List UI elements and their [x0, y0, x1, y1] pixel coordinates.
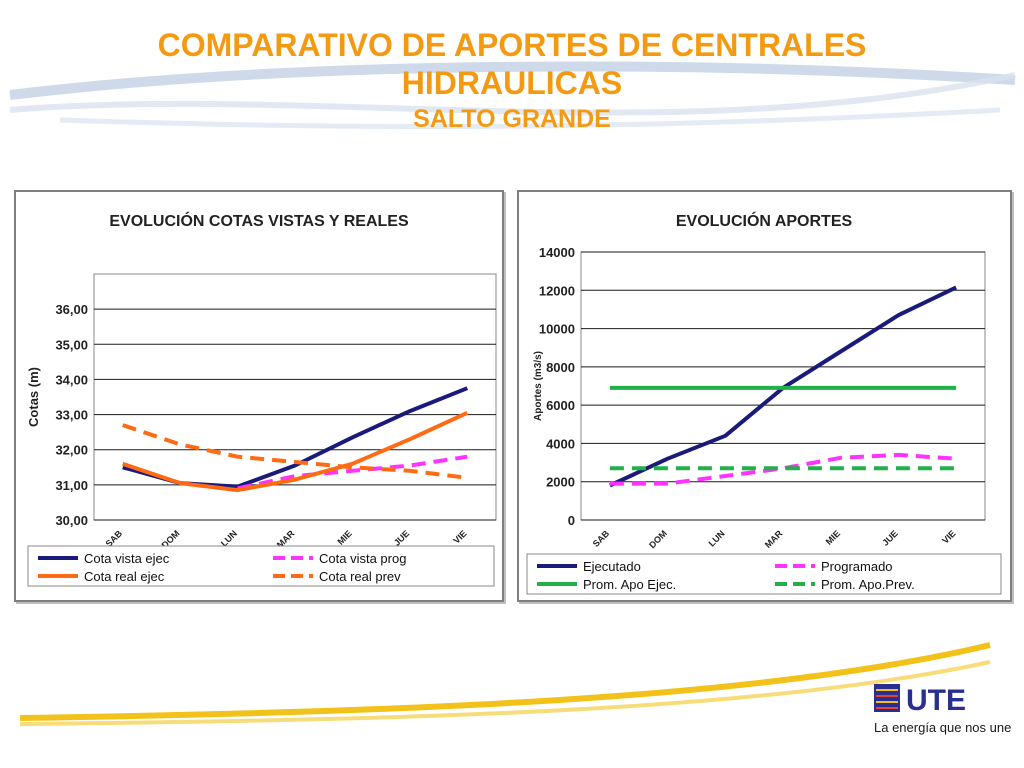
y-tick-label: 34,00: [55, 372, 88, 387]
y-tick-label: 10000: [539, 322, 575, 337]
x-tick-label: MAR: [763, 528, 785, 550]
x-tick-label: LUN: [219, 528, 239, 548]
y-axis-label: Cotas (m): [26, 367, 41, 427]
logo-text: UTE: [906, 684, 966, 717]
y-tick-label: 32,00: [55, 443, 88, 458]
y-tick-label: 2000: [546, 475, 575, 490]
legend-label: Cota real prev: [319, 569, 401, 584]
chart-cotas-panel: EVOLUCIÓN COTAS VISTAS Y REALES 30,00 31,0…: [14, 190, 504, 602]
legend-label: Cota vista ejec: [84, 551, 170, 566]
chart-cotas: EVOLUCIÓN COTAS VISTAS Y REALES 30,00 31,0…: [26, 211, 497, 587]
legend-label: Cota vista prog: [319, 551, 406, 566]
y-tick-label: 8000: [546, 360, 575, 375]
legend-label: Cota real ejec: [84, 569, 165, 584]
title-line-1: COMPARATIVO DE APORTES DE CENTRALES: [157, 27, 867, 63]
series-line-1: [609, 452, 957, 486]
logo-slogan: La energía que nos une: [874, 720, 1012, 735]
legend-label: Ejecutado: [583, 559, 641, 574]
y-tick-label: 35,00: [55, 337, 88, 352]
series-line-3: [122, 423, 468, 480]
y-tick-label: 30,00: [55, 513, 88, 528]
x-tick-label: MIE: [824, 528, 842, 546]
chart-title: EVOLUCIÓN COTAS VISTAS Y REALES: [109, 211, 409, 230]
y-tick-label: 14000: [539, 245, 575, 260]
x-tick-label: DOM: [647, 528, 669, 550]
x-tick-label: MIE: [335, 528, 353, 546]
y-tick-label: 4000: [546, 436, 575, 451]
y-tick-label: 31,00: [55, 478, 88, 493]
title-line-2: HIDRAULICAS: [401, 65, 623, 101]
legend-label: Prom. Apo Ejec.: [583, 577, 676, 592]
x-tick-label: SAB: [591, 528, 612, 549]
y-tick-label: 12000: [539, 283, 575, 298]
x-tick-label: JUE: [392, 528, 411, 547]
chart-title: EVOLUCIÓN APORTES: [676, 211, 853, 230]
plot-area: [93, 273, 497, 521]
x-tick-label: LUN: [707, 528, 727, 548]
series-line-2: [122, 410, 469, 493]
y-tick-label: 0: [568, 513, 575, 528]
legend-label: Prom. Apo.Prev.: [821, 577, 915, 592]
legend: [27, 545, 495, 587]
legend-label: Programado: [821, 559, 893, 574]
y-axis-label: Aportes (m3/s): [533, 351, 544, 421]
y-tick-label: 33,00: [55, 408, 88, 423]
slide-title: COMPARATIVO DE APORTES DE CENTRALES HIDR…: [0, 26, 1024, 136]
x-tick-label: VIE: [451, 528, 468, 545]
series-line-1: [237, 454, 468, 491]
x-tick-label: VIE: [940, 528, 957, 545]
x-tick-label: JUE: [880, 528, 899, 547]
ute-logo: UTE: [872, 680, 1012, 740]
y-tick-label: 36,00: [55, 302, 88, 317]
legend: [526, 553, 1002, 595]
chart-aportes-panel: EVOLUCIÓN APORTES 0 2000 4000 6000 8000 10000 1…: [517, 190, 1012, 602]
ute-logo-mark: UTE: [874, 684, 966, 717]
subtitle: SALTO GRANDE: [413, 105, 611, 133]
y-tick-label: 6000: [546, 398, 575, 413]
chart-aportes: EVOLUCIÓN APORTES 0 2000 4000 6000 8000 10000 1…: [526, 211, 1002, 595]
